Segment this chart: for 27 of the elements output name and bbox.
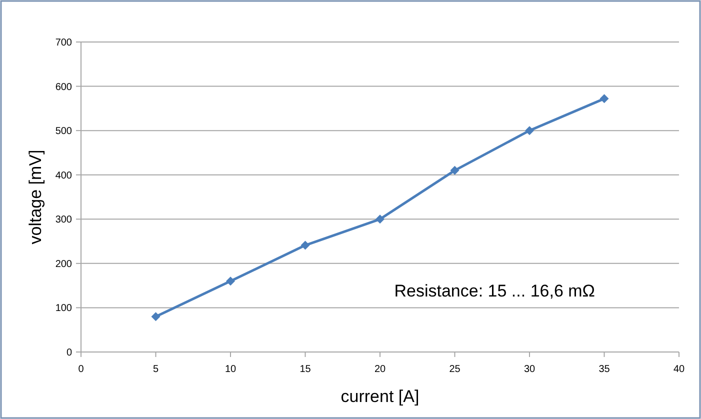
x-tick-label: 25 bbox=[449, 364, 461, 375]
point bbox=[226, 276, 235, 286]
x-tick-label: 0 bbox=[78, 364, 84, 375]
x-tick-label: 10 bbox=[224, 364, 236, 375]
x-tick-label: 15 bbox=[300, 364, 312, 375]
y-tick-label: 400 bbox=[55, 170, 72, 182]
point bbox=[525, 126, 534, 136]
x-tick-label: 30 bbox=[524, 364, 536, 375]
annotation: Resistance: 15 ... 16,6 mΩ bbox=[394, 282, 595, 301]
y-axis-title: voltage [mV] bbox=[26, 150, 45, 244]
y-tick-label: 100 bbox=[55, 303, 72, 314]
x-tick-label: 40 bbox=[673, 364, 685, 375]
point bbox=[300, 240, 310, 250]
x-axis-title: current [A] bbox=[340, 387, 420, 406]
y-tick-label: 700 bbox=[55, 38, 72, 48]
y-tick-label: 0 bbox=[66, 348, 72, 358]
point bbox=[376, 214, 384, 224]
y-tick-label: 500 bbox=[55, 126, 72, 138]
point bbox=[151, 312, 160, 322]
point bbox=[450, 166, 460, 175]
y-tick-label: 600 bbox=[55, 82, 72, 93]
point bbox=[600, 94, 609, 104]
x-tick-label: 5 bbox=[152, 364, 159, 375]
x-tick-label: 20 bbox=[374, 364, 386, 375]
x-tick-label: 35 bbox=[598, 364, 610, 375]
y-tick-label: 200 bbox=[55, 258, 72, 270]
y-tick-label: 300 bbox=[55, 214, 72, 226]
